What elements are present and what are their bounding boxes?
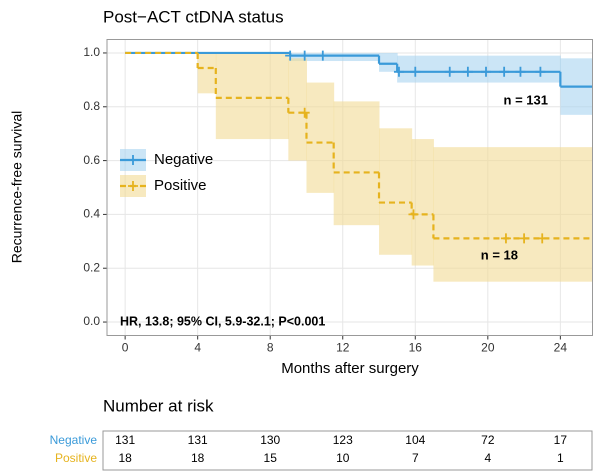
y-axis-label: Recurrence-free survival bbox=[9, 111, 25, 264]
risk-table-box bbox=[102, 430, 593, 471]
censor-mark bbox=[299, 50, 310, 61]
x-tick-label: 4 bbox=[194, 341, 201, 355]
y-tick-label: 1.0 bbox=[83, 45, 100, 59]
risk-count: 17 bbox=[554, 433, 568, 447]
censor-mark bbox=[410, 66, 421, 77]
risk-count: 72 bbox=[481, 433, 495, 447]
annotation: HR, 13.8; 95% CI, 5.9-32.1; P<0.001 bbox=[120, 314, 325, 328]
plot-area bbox=[125, 50, 593, 282]
risk-count: 18 bbox=[118, 451, 132, 465]
y-tick-label: 0.0 bbox=[83, 314, 100, 328]
censor-mark bbox=[393, 66, 404, 77]
risk-count: 131 bbox=[115, 433, 135, 447]
annotation: n = 131 bbox=[504, 92, 548, 107]
risk-count: 131 bbox=[188, 433, 208, 447]
risk-count: 104 bbox=[405, 433, 425, 447]
risk-count: 18 bbox=[191, 451, 205, 465]
censor-mark bbox=[515, 66, 526, 77]
confidence-band bbox=[215, 52, 289, 140]
confidence-band bbox=[379, 128, 413, 255]
risk-count: 123 bbox=[333, 433, 353, 447]
y-tick-label: 0.2 bbox=[83, 260, 100, 274]
confidence-band bbox=[379, 52, 398, 72]
censor-mark bbox=[519, 233, 530, 244]
legend-key-censor bbox=[128, 155, 138, 165]
confidence-band bbox=[290, 52, 380, 62]
risk-row-label: Negative bbox=[50, 433, 98, 447]
censor-mark bbox=[500, 233, 511, 244]
legend-key-censor bbox=[128, 181, 138, 191]
annotation: n = 18 bbox=[481, 247, 518, 262]
confidence-band bbox=[333, 101, 380, 226]
x-tick-label: 24 bbox=[554, 341, 568, 355]
x-tick-label: 20 bbox=[481, 341, 495, 355]
legend-label: Negative bbox=[154, 151, 213, 168]
y-tick-label: 0.6 bbox=[83, 153, 100, 167]
x-tick-label: 12 bbox=[336, 341, 350, 355]
risk-table-title: Number at risk bbox=[103, 396, 214, 415]
risk-count: 15 bbox=[264, 451, 278, 465]
risk-count: 130 bbox=[260, 433, 280, 447]
censor-mark bbox=[462, 66, 473, 77]
censor-mark bbox=[285, 50, 296, 61]
risk-count: 7 bbox=[412, 451, 419, 465]
censor-mark bbox=[535, 66, 546, 77]
y-tick-label: 0.4 bbox=[83, 207, 100, 221]
x-tick-label: 0 bbox=[122, 341, 129, 355]
censor-mark bbox=[499, 66, 510, 77]
confidence-band bbox=[306, 82, 335, 193]
x-tick-label: 8 bbox=[267, 341, 274, 355]
chart-title: Post−ACT ctDNA status bbox=[103, 7, 284, 26]
risk-count: 10 bbox=[336, 451, 350, 465]
risk-count: 1 bbox=[557, 451, 564, 465]
confidence-band bbox=[433, 147, 593, 282]
confidence-band bbox=[288, 58, 307, 161]
legend-label: Positive bbox=[154, 177, 207, 194]
risk-row-label: Positive bbox=[55, 451, 97, 465]
confidence-band bbox=[197, 52, 217, 94]
censor-mark bbox=[444, 66, 455, 77]
confidence-band bbox=[411, 139, 434, 266]
risk-count: 4 bbox=[484, 451, 491, 465]
y-tick-label: 0.8 bbox=[83, 99, 100, 113]
x-tick-label: 16 bbox=[409, 341, 423, 355]
censor-mark bbox=[317, 50, 328, 61]
censor-mark bbox=[408, 209, 419, 220]
censor-mark bbox=[537, 233, 548, 244]
x-axis-label: Months after surgery bbox=[281, 360, 419, 377]
censor-mark bbox=[481, 66, 492, 77]
censor-mark bbox=[299, 107, 310, 118]
confidence-band bbox=[397, 55, 561, 83]
